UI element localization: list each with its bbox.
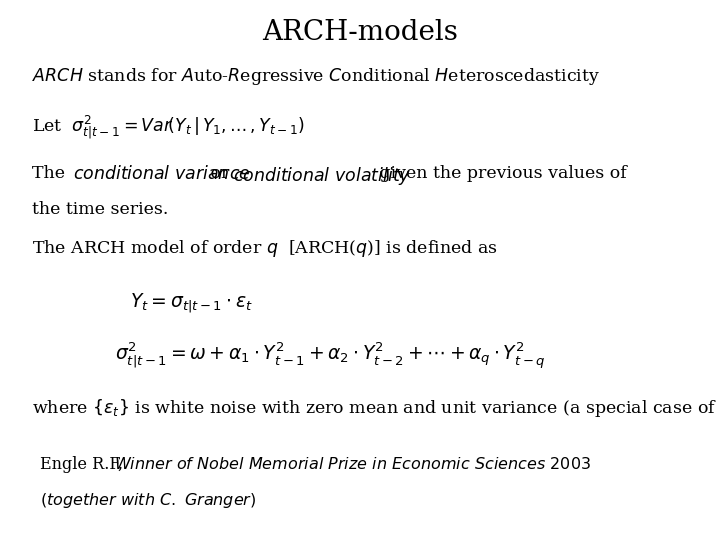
Text: the time series.: the time series.	[32, 201, 168, 218]
Text: The: The	[32, 165, 71, 181]
Text: Engle R.F,: Engle R.F,	[40, 456, 128, 473]
Text: given the previous values of: given the previous values of	[374, 165, 626, 181]
Text: where $\{\varepsilon_t\}$ is white noise with zero mean and unit variance (a spe: where $\{\varepsilon_t\}$ is white noise…	[32, 397, 720, 419]
Text: Let  $\sigma^2_{t|t-1} = Var\!\left(Y_t\,|\,Y_1,\ldots\,,Y_{t-1}\right)$: Let $\sigma^2_{t|t-1} = Var\!\left(Y_t\,…	[32, 113, 305, 141]
Text: The ARCH model of order $q$  [ARCH($q$)] is defined as: The ARCH model of order $q$ [ARCH($q$)] …	[32, 238, 498, 259]
Text: $\sigma^2_{t|t-1} = \omega + \alpha_1 \cdot Y^2_{t-1} + \alpha_2 \cdot Y^2_{t-2}: $\sigma^2_{t|t-1} = \omega + \alpha_1 \c…	[115, 340, 546, 370]
Text: $\mathit{conditional\ variance}$: $\mathit{conditional\ variance}$	[73, 165, 251, 183]
Text: $\mathit{ARCH}$ stands for $\mathit{A}$uto-$\mathit{R}$egressive $\mathit{C}$ond: $\mathit{ARCH}$ stands for $\mathit{A}$u…	[32, 66, 600, 87]
Text: or: or	[205, 165, 235, 181]
Text: $\mathit{conditional\ volatility}$: $\mathit{conditional\ volatility}$	[233, 165, 411, 187]
Text: $Y_t = \sigma_{t|t-1} \cdot \varepsilon_t$: $Y_t = \sigma_{t|t-1} \cdot \varepsilon_…	[130, 292, 252, 314]
Text: $\mathit{Winner\ of\ Nobel\ Memorial\ Prize\ in\ Economic\ Sciences\ 2003}$: $\mathit{Winner\ of\ Nobel\ Memorial\ Pr…	[114, 456, 592, 473]
Text: ARCH-models: ARCH-models	[262, 19, 458, 46]
Text: $\mathit{(together\ with\ C.\ Granger)}$: $\mathit{(together\ with\ C.\ Granger)}$	[40, 491, 256, 510]
